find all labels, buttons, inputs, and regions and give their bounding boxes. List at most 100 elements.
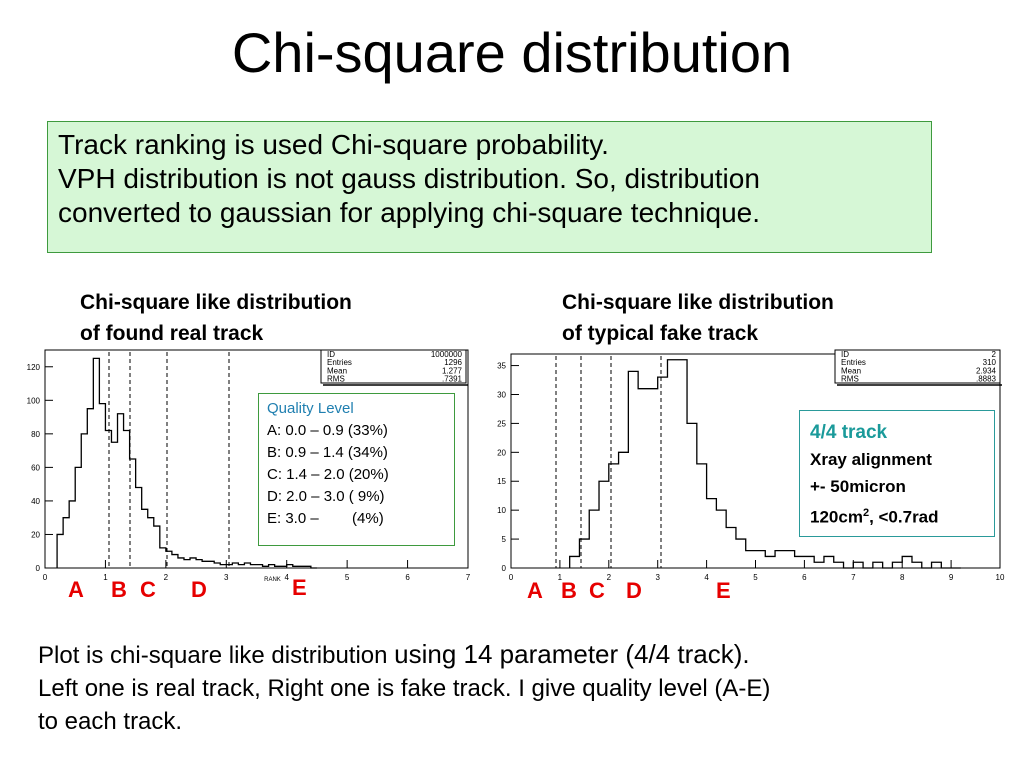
quality-level-box: Quality Level A: 0.0 – 0.9 (33%) B: 0.9 …	[258, 393, 455, 546]
left-plot-stats-key-1: Entries	[327, 358, 352, 367]
right-level-e: E	[716, 578, 731, 603]
right-plot-bar	[726, 528, 736, 568]
right-plot-stats-value-3: .8883	[976, 375, 997, 384]
right-plot-bar	[687, 423, 697, 568]
right-level-a: A	[527, 578, 543, 603]
quality-level-e: E: 3.0 – (4%)	[267, 510, 384, 527]
right-plot-xtick-label-5: 5	[753, 573, 758, 582]
left-plot-xtick-label-1: 1	[103, 573, 108, 582]
track-info-dim-exponent: 2	[862, 507, 870, 519]
left-plot-ytick-label-5: 100	[27, 396, 41, 405]
track-info-title: 4/4 track	[810, 422, 888, 443]
left-plot-ytick-label-6: 120	[27, 363, 41, 372]
left-plot-ytick-label-3: 60	[31, 463, 40, 472]
right-plot-caption: Chi-square like distribution of typical …	[562, 287, 834, 349]
right-plot-ytick-label-3: 15	[497, 477, 506, 486]
left-plot-xtick-label-7: 7	[466, 573, 471, 582]
right-plot-xtick-label-8: 8	[900, 573, 905, 582]
right-plot-bar	[697, 464, 707, 568]
slide-title: Chi-square distribution	[231, 21, 793, 84]
quality-level-d: D: 2.0 – 3.0 ( 9%)	[267, 488, 385, 505]
right-plot-bar	[834, 562, 844, 568]
right-plot-bar	[707, 499, 717, 568]
right-plot-outline	[569, 359, 961, 569]
right-plot-bar	[570, 556, 580, 568]
right-plot-ytick-label-0: 0	[502, 564, 507, 573]
right-level-d: D	[626, 578, 642, 603]
intro-line-3: converted to gaussian for applying chi-s…	[58, 197, 760, 228]
right-plot-bar	[638, 389, 648, 568]
right-plot-bar	[736, 539, 746, 568]
left-plot-caption: Chi-square like distribution of found re…	[80, 287, 352, 349]
track-info-dimensions: 120cm2, <0.7rad	[810, 500, 984, 531]
left-plot-stats-key-3: RMS	[327, 375, 345, 384]
right-plot-bar	[765, 556, 775, 568]
intro-line-1: Track ranking is used Chi-square probabi…	[58, 129, 609, 160]
left-plot-xtick-label-4: 4	[284, 573, 289, 582]
right-plot-xtick-label-4: 4	[704, 573, 709, 582]
right-plot-xtick-label-3: 3	[655, 573, 660, 582]
left-plot-stats-key-2: Mean	[327, 366, 347, 375]
left-level-a: A	[68, 577, 84, 602]
bottom-line-1-b: using 14 parameter (4/4 track).	[394, 639, 750, 669]
right-plot-bar	[892, 562, 902, 568]
right-plot-stats-key-1: Entries	[841, 358, 866, 367]
left-caption-line-1: Chi-square like distribution	[80, 291, 352, 314]
right-level-c: C	[589, 578, 605, 603]
right-plot-bar	[716, 510, 726, 568]
right-plot-bar	[824, 556, 834, 568]
right-plot-stats-box	[834, 349, 1001, 384]
quality-level-b: B: 0.9 – 1.4 (34%)	[267, 444, 388, 461]
right-plot-bar	[648, 389, 658, 568]
track-info-box: 4/4 track Xray alignment +- 50micron 120…	[799, 410, 995, 537]
track-info-dim-value: 120cm	[810, 507, 863, 527]
right-plot-bar	[746, 551, 756, 568]
right-plot-stats-key-3: RMS	[841, 375, 859, 384]
bottom-line-3: to each track.	[38, 708, 183, 735]
left-plot-frame	[44, 349, 469, 569]
left-level-e: E	[292, 575, 307, 600]
right-plot-bar	[902, 556, 912, 568]
left-level-b: B	[111, 577, 127, 602]
right-plot-ytick-label-5: 25	[497, 419, 506, 428]
right-plot-stats-value-1: 310	[983, 358, 997, 367]
right-plot-bar	[599, 481, 609, 568]
quality-level-a: A: 0.0 – 0.9 (33%)	[267, 422, 388, 439]
left-plot-stats-box	[320, 349, 467, 384]
left-plot-xtick-label-3: 3	[224, 573, 229, 582]
quality-level-c: C: 1.4 – 2.0 (20%)	[267, 466, 389, 483]
quality-level-title: Quality Level	[267, 400, 354, 417]
left-plot-stats-key-0: ID	[327, 350, 335, 359]
intro-text-box: Track ranking is used Chi-square probabi…	[47, 121, 932, 253]
left-caption-line-2: of found real track	[80, 322, 264, 345]
left-plot-xlabel: RANK	[264, 577, 281, 583]
track-info-micron: +- 50micron	[810, 477, 906, 496]
left-plot-stats-value-0: 1000000	[431, 350, 463, 359]
right-plot-bar	[804, 556, 814, 568]
right-plot-xtick-label-10: 10	[996, 573, 1005, 582]
right-plot-ytick-label-7: 35	[497, 362, 506, 371]
bottom-explanation: Plot is chi-square like distribution usi…	[38, 638, 770, 738]
fake-track-histogram: 0 5 10 15 20 25 30 35 0 1 2 3 4 5 6 7 8 9 10 ID 2 Entries 310 M…	[497, 349, 1005, 582]
left-plot-ytick-label-0: 0	[36, 564, 41, 573]
left-plot-xtick-label-5: 5	[345, 573, 350, 582]
right-plot-stats-key-2: Mean	[841, 366, 861, 375]
right-plot-xtick-label-2: 2	[607, 573, 612, 582]
left-level-d: D	[191, 577, 207, 602]
right-plot-stats-key-0: ID	[841, 350, 849, 359]
left-plot-stats-value-3: .7391	[442, 375, 463, 384]
left-plot-xtick-label-6: 6	[405, 573, 410, 582]
right-plot-bar	[667, 360, 677, 568]
bottom-line-1-a: Plot is chi-square like distribution	[38, 642, 395, 669]
right-plot-bar	[677, 360, 687, 568]
right-plot-xtick-label-7: 7	[851, 573, 856, 582]
right-caption-line-2: of typical fake track	[562, 322, 759, 345]
right-plot-xtick-label-0: 0	[509, 573, 514, 582]
right-plot-bar	[589, 510, 599, 568]
intro-line-2: VPH distribution is not gauss distributi…	[58, 163, 760, 194]
right-plot-bar	[814, 562, 824, 568]
right-plot-xtick-label-6: 6	[802, 573, 807, 582]
track-info-alignment: Xray alignment	[810, 450, 932, 469]
left-level-c: C	[140, 577, 156, 602]
right-plot-xtick-label-9: 9	[949, 573, 954, 582]
